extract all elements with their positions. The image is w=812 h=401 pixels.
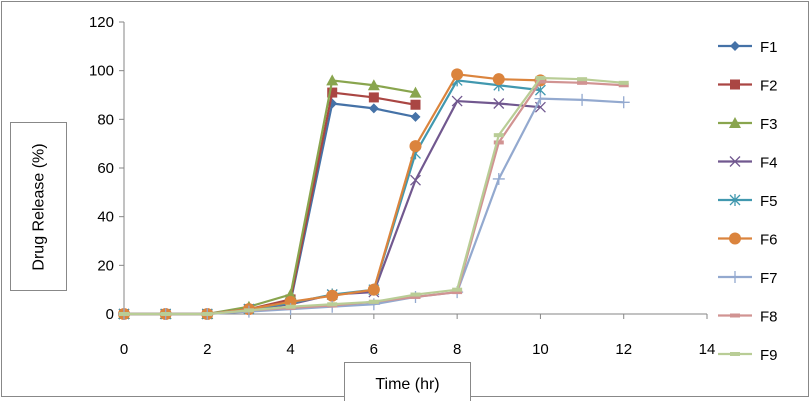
series-line-F1 [124, 102, 416, 316]
data-point-F3 [409, 86, 422, 98]
legend-marker-F4 [729, 156, 741, 167]
data-point-F9 [577, 77, 588, 82]
data-point-F3 [367, 79, 380, 91]
y-tick-label: 0 [106, 306, 114, 323]
data-point-F6 [492, 73, 505, 86]
data-point-F7 [534, 92, 547, 105]
series-line-F3 [124, 79, 416, 316]
legend-marker-F9 [730, 352, 740, 356]
data-point-F6 [326, 289, 339, 302]
legend-marker-F3 [729, 117, 741, 128]
legend-label: F9 [760, 347, 778, 364]
data-point-F9 [452, 287, 463, 292]
legend-label: F8 [760, 309, 778, 326]
data-point-F4 [410, 174, 421, 186]
x-tick-label: 8 [453, 341, 461, 358]
data-point-F9 [535, 75, 546, 80]
data-point-F9 [119, 312, 129, 316]
y-tick-label: 80 [97, 111, 114, 128]
y-tick-label: 100 [89, 63, 114, 80]
legend-label: F5 [760, 193, 778, 210]
data-point-F6 [367, 283, 380, 296]
x-tick-label: 14 [699, 341, 716, 358]
data-point-F9 [243, 308, 254, 313]
data-point-F7 [492, 172, 505, 185]
legend-label: F1 [760, 39, 778, 56]
legend-marker-F7 [729, 271, 741, 283]
y-tick-label: 20 [97, 257, 114, 274]
data-point-F3 [326, 74, 339, 86]
y-tick-label: 40 [97, 209, 114, 226]
data-point-F6 [451, 68, 464, 81]
data-point-F9 [493, 133, 504, 138]
data-point-F2 [410, 99, 421, 110]
x-tick-label: 12 [615, 341, 632, 358]
series-line-F2 [124, 91, 416, 316]
x-tick-label: 10 [532, 341, 549, 358]
legend-marker-F5 [729, 194, 741, 206]
data-point-F9 [160, 312, 171, 316]
y-tick-label: 60 [97, 160, 114, 177]
data-point-F8 [618, 83, 629, 88]
x-axis-label-text: Time (hr) [375, 376, 440, 393]
series-line-F8 [124, 80, 624, 316]
x-axis-label: Time (hr) [344, 362, 471, 401]
y-axis-label-text: Drug Release (%) [30, 142, 47, 271]
legend-label: F4 [760, 155, 778, 172]
data-point-F9 [410, 292, 421, 297]
data-point-F9 [202, 312, 213, 316]
data-point-F9 [327, 302, 338, 307]
x-tick-label: 6 [370, 341, 378, 358]
legend-label: F3 [760, 116, 778, 133]
y-tick-label: 120 [89, 14, 114, 31]
legend-label: F6 [760, 232, 778, 249]
legend-label: F7 [760, 270, 778, 287]
series-line-F7 [124, 97, 624, 316]
x-tick-label: 0 [120, 341, 128, 358]
data-point-F8 [452, 290, 463, 295]
data-point-F2 [368, 92, 379, 103]
series-line-F4 [124, 99, 541, 316]
legend-marker-F6 [729, 232, 741, 245]
data-point-F8 [493, 140, 504, 145]
data-point-F1 [410, 111, 421, 122]
data-point-F8 [577, 80, 588, 85]
data-point-F1 [368, 103, 379, 114]
x-tick-label: 2 [203, 341, 211, 358]
data-point-F4 [451, 95, 463, 107]
y-axis-label: Drug Release (%) [10, 122, 67, 291]
series-line-F5 [124, 79, 541, 316]
data-point-F2 [327, 87, 338, 98]
data-point-F8 [535, 79, 546, 84]
data-point-F8 [410, 294, 421, 299]
data-point-F9 [618, 80, 629, 85]
data-point-F9 [368, 299, 379, 304]
data-point-F7 [576, 93, 589, 106]
legend-marker-F1 [730, 41, 740, 51]
legend-label: F2 [760, 78, 778, 95]
data-point-F7 [617, 96, 630, 109]
x-tick-label: 4 [286, 341, 294, 358]
data-point-F4 [493, 98, 505, 109]
data-point-F6 [409, 140, 422, 153]
legend-marker-F8 [730, 313, 740, 318]
legend-marker-F2 [730, 79, 740, 90]
data-point-F9 [285, 304, 296, 309]
series-line-F6 [124, 73, 541, 316]
